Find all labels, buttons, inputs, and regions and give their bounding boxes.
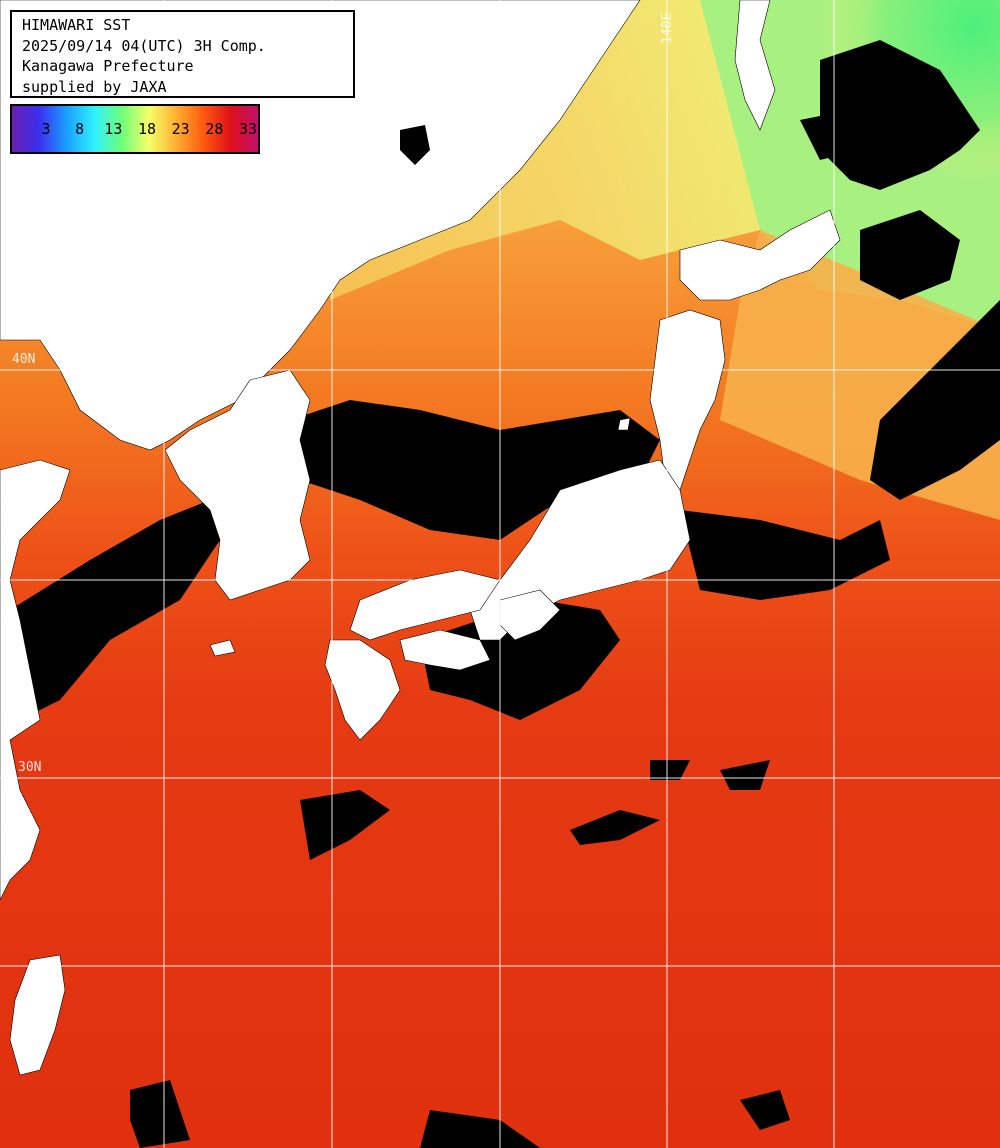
legend-label-33: 33 bbox=[238, 120, 258, 138]
land-korean-peninsula bbox=[164, 369, 311, 601]
cloud-band-kii-shikoku bbox=[420, 600, 620, 720]
legend-label-18: 18 bbox=[137, 120, 157, 138]
cloud-south-patch-2 bbox=[420, 1110, 540, 1148]
land-kyushu bbox=[324, 639, 401, 741]
temperature-color-legend: 3 8 13 18 23 28 33 bbox=[10, 104, 260, 154]
cloud-okhotsk bbox=[820, 40, 980, 190]
legend-label-3: 3 bbox=[41, 120, 51, 138]
land-hokkaido bbox=[679, 209, 841, 301]
land-sakhalin bbox=[734, 0, 776, 131]
cloud-pacific-streak bbox=[650, 760, 690, 780]
cloud-band-sea-of-japan bbox=[290, 400, 660, 540]
land-taiwan bbox=[9, 954, 66, 1076]
legend-label-13: 13 bbox=[104, 120, 123, 138]
legend-label-28: 28 bbox=[205, 120, 224, 138]
land-shikoku bbox=[399, 629, 491, 671]
cloud-ryukyu-1 bbox=[300, 790, 390, 860]
cloud-south-patch bbox=[130, 1080, 190, 1148]
cloud-band-yellow-sea bbox=[10, 500, 220, 720]
product-title: HIMAWARI SST bbox=[22, 16, 131, 34]
lat-label-40n: 40N bbox=[12, 352, 36, 367]
cloud-kuril-islands bbox=[860, 210, 960, 300]
cloud-ryukyu-2 bbox=[570, 810, 660, 845]
land-sado bbox=[617, 417, 631, 431]
cloud-cover bbox=[10, 40, 1000, 1148]
cloud-band-kuril bbox=[870, 300, 1000, 500]
cloud-band-pacific-east bbox=[680, 510, 890, 600]
land-china-coast bbox=[0, 459, 71, 901]
lat-label-30n: 30N bbox=[18, 760, 42, 775]
cloud-pacific-streak-2 bbox=[720, 760, 770, 790]
land-honshu-north bbox=[649, 309, 726, 491]
legend-labels: 3 8 13 18 23 28 33 bbox=[12, 120, 258, 142]
land-small-island bbox=[400, 125, 430, 165]
land-honshu-west bbox=[349, 569, 501, 641]
cloud-sakhalin-gulf bbox=[800, 110, 860, 160]
cloud-south-patch-3 bbox=[740, 1090, 790, 1130]
product-supplier: supplied by JAXA bbox=[22, 77, 167, 96]
product-info-box: HIMAWARI SST 2025/09/14 04(UTC) 3H Comp.… bbox=[10, 10, 355, 98]
product-region: Kanagawa Prefecture bbox=[22, 57, 194, 75]
legend-label-23: 23 bbox=[171, 120, 190, 138]
product-timestamp: 2025/09/14 04(UTC) 3H Comp. bbox=[22, 36, 266, 55]
legend-label-8: 8 bbox=[75, 120, 85, 138]
lon-label-140e: 140E bbox=[660, 12, 675, 44]
land-jeju bbox=[209, 639, 236, 657]
